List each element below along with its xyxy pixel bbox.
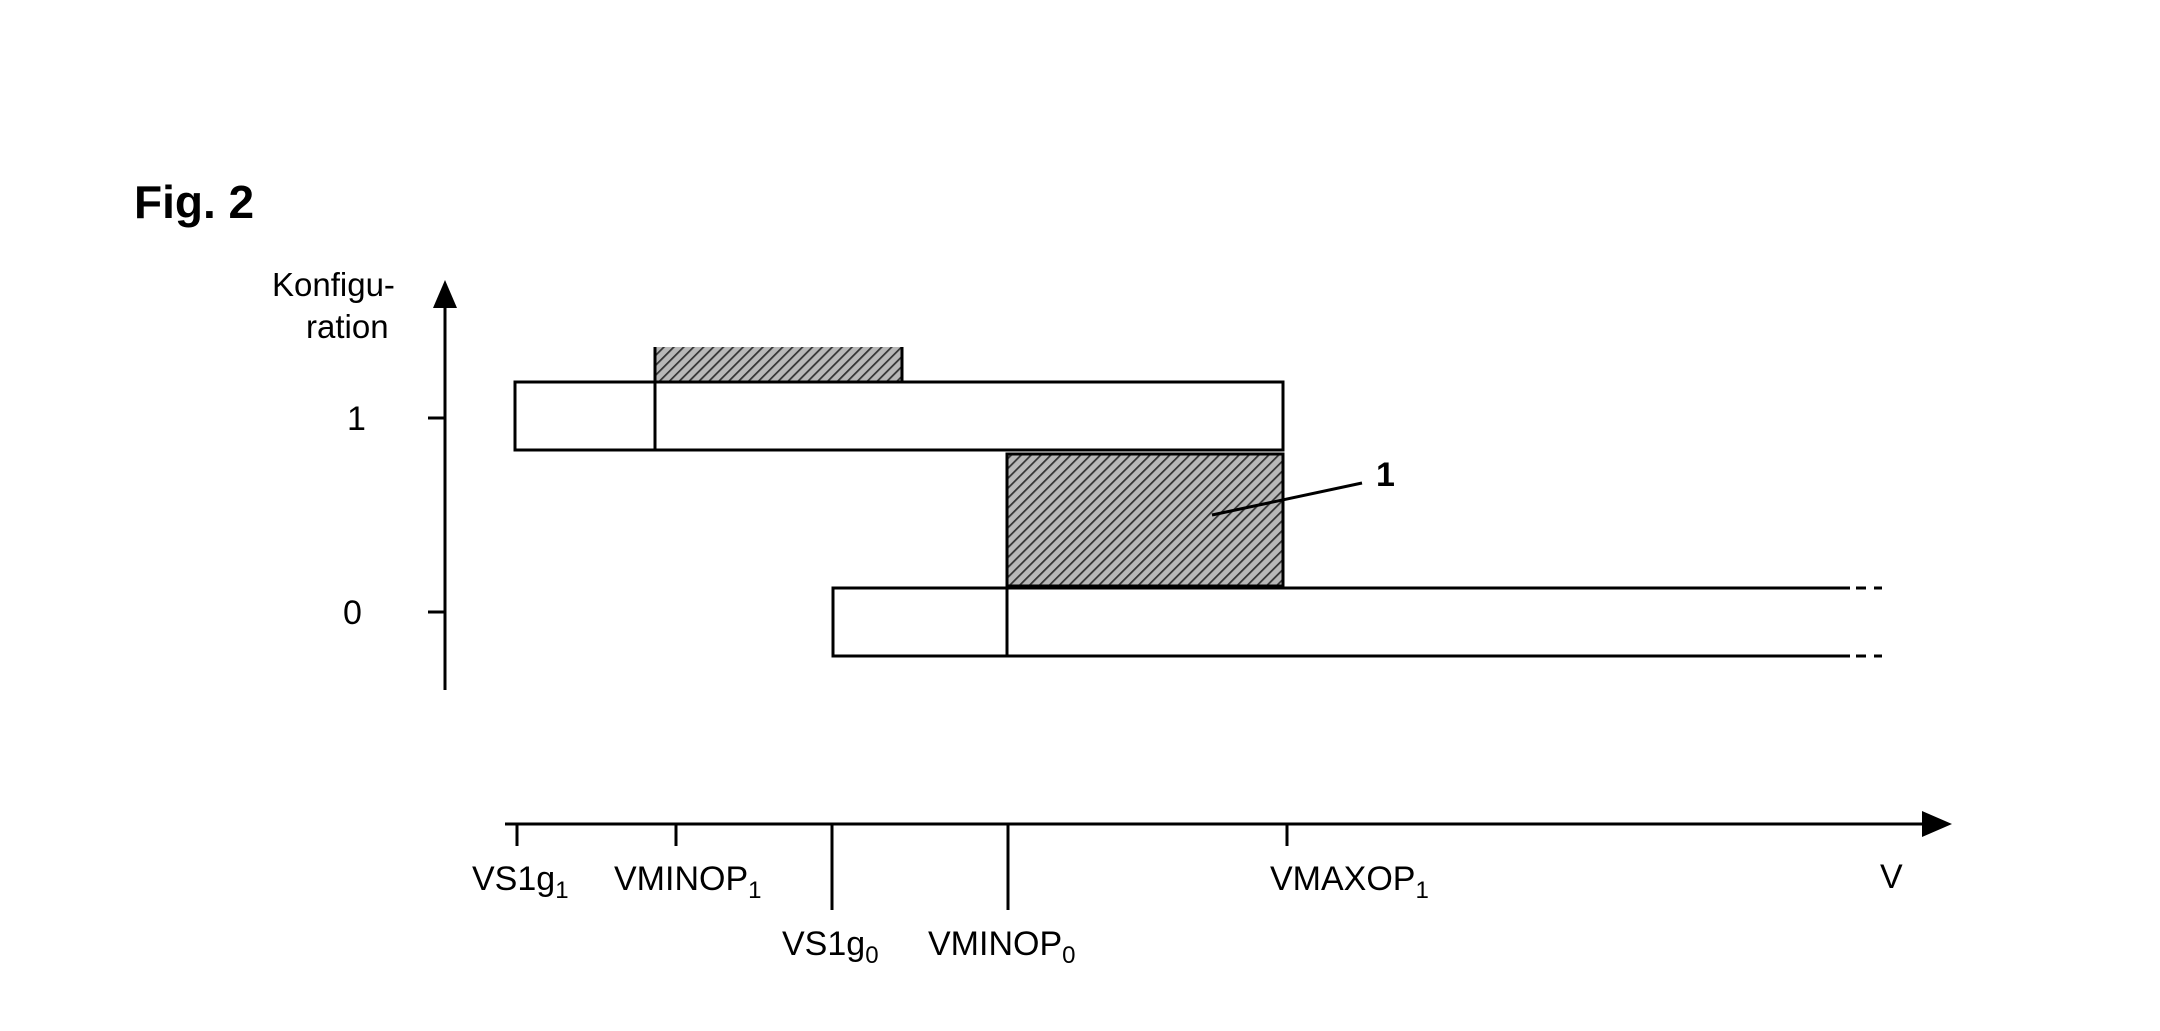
x-label-vs1g0-sub: 0: [865, 942, 878, 969]
config-1-hatched-strip: [655, 347, 902, 382]
y-axis: Konfigu- ration 1 0: [272, 266, 457, 690]
x-label-vs1g0: VS1g0: [782, 925, 879, 969]
y-axis-title-line2: ration: [306, 308, 389, 345]
config-0-bar: [833, 588, 1850, 656]
configuration-0-band: [833, 588, 1882, 656]
x-label-vmaxop1-sub: 1: [1415, 877, 1428, 904]
x-label-vminop0-base: VMINOP: [928, 925, 1062, 963]
x-label-vmaxop1-base: VMAXOP: [1270, 860, 1415, 898]
figure-title: Fig. 2: [134, 176, 254, 228]
x-axis: VS1g1 VMINOP1 VS1g0 VMINOP0 VMAXOP1 V: [472, 811, 1952, 969]
x-label-vs1g1-sub: 1: [555, 877, 568, 904]
x-label-vminop1: VMINOP1: [614, 860, 761, 904]
x-label-vminop0-sub: 0: [1062, 942, 1075, 969]
y-tick-label-0: 0: [343, 594, 362, 632]
y-tick-label-1: 1: [347, 400, 366, 438]
overlap-hatched-area: [1007, 454, 1283, 586]
x-axis-arrowhead: [1922, 811, 1952, 837]
x-label-vs1g1: VS1g1: [472, 860, 569, 904]
x-axis-title: V: [1880, 858, 1903, 896]
callout-label: 1: [1376, 456, 1395, 494]
x-label-vminop1-base: VMINOP: [614, 860, 748, 898]
y-axis-title-line1: Konfigu-: [272, 266, 395, 303]
x-label-vs1g0-base: VS1g: [782, 925, 865, 963]
y-axis-arrowhead: [433, 280, 457, 308]
x-label-vs1g1-base: VS1g: [472, 860, 555, 898]
x-label-vminop1-sub: 1: [748, 877, 761, 904]
x-label-vmaxop1: VMAXOP1: [1270, 860, 1429, 904]
configuration-1-band: [515, 347, 1283, 450]
overlap-region: 1: [1007, 454, 1395, 586]
config-1-bar: [515, 382, 1283, 450]
x-label-vminop0: VMINOP0: [928, 925, 1075, 969]
